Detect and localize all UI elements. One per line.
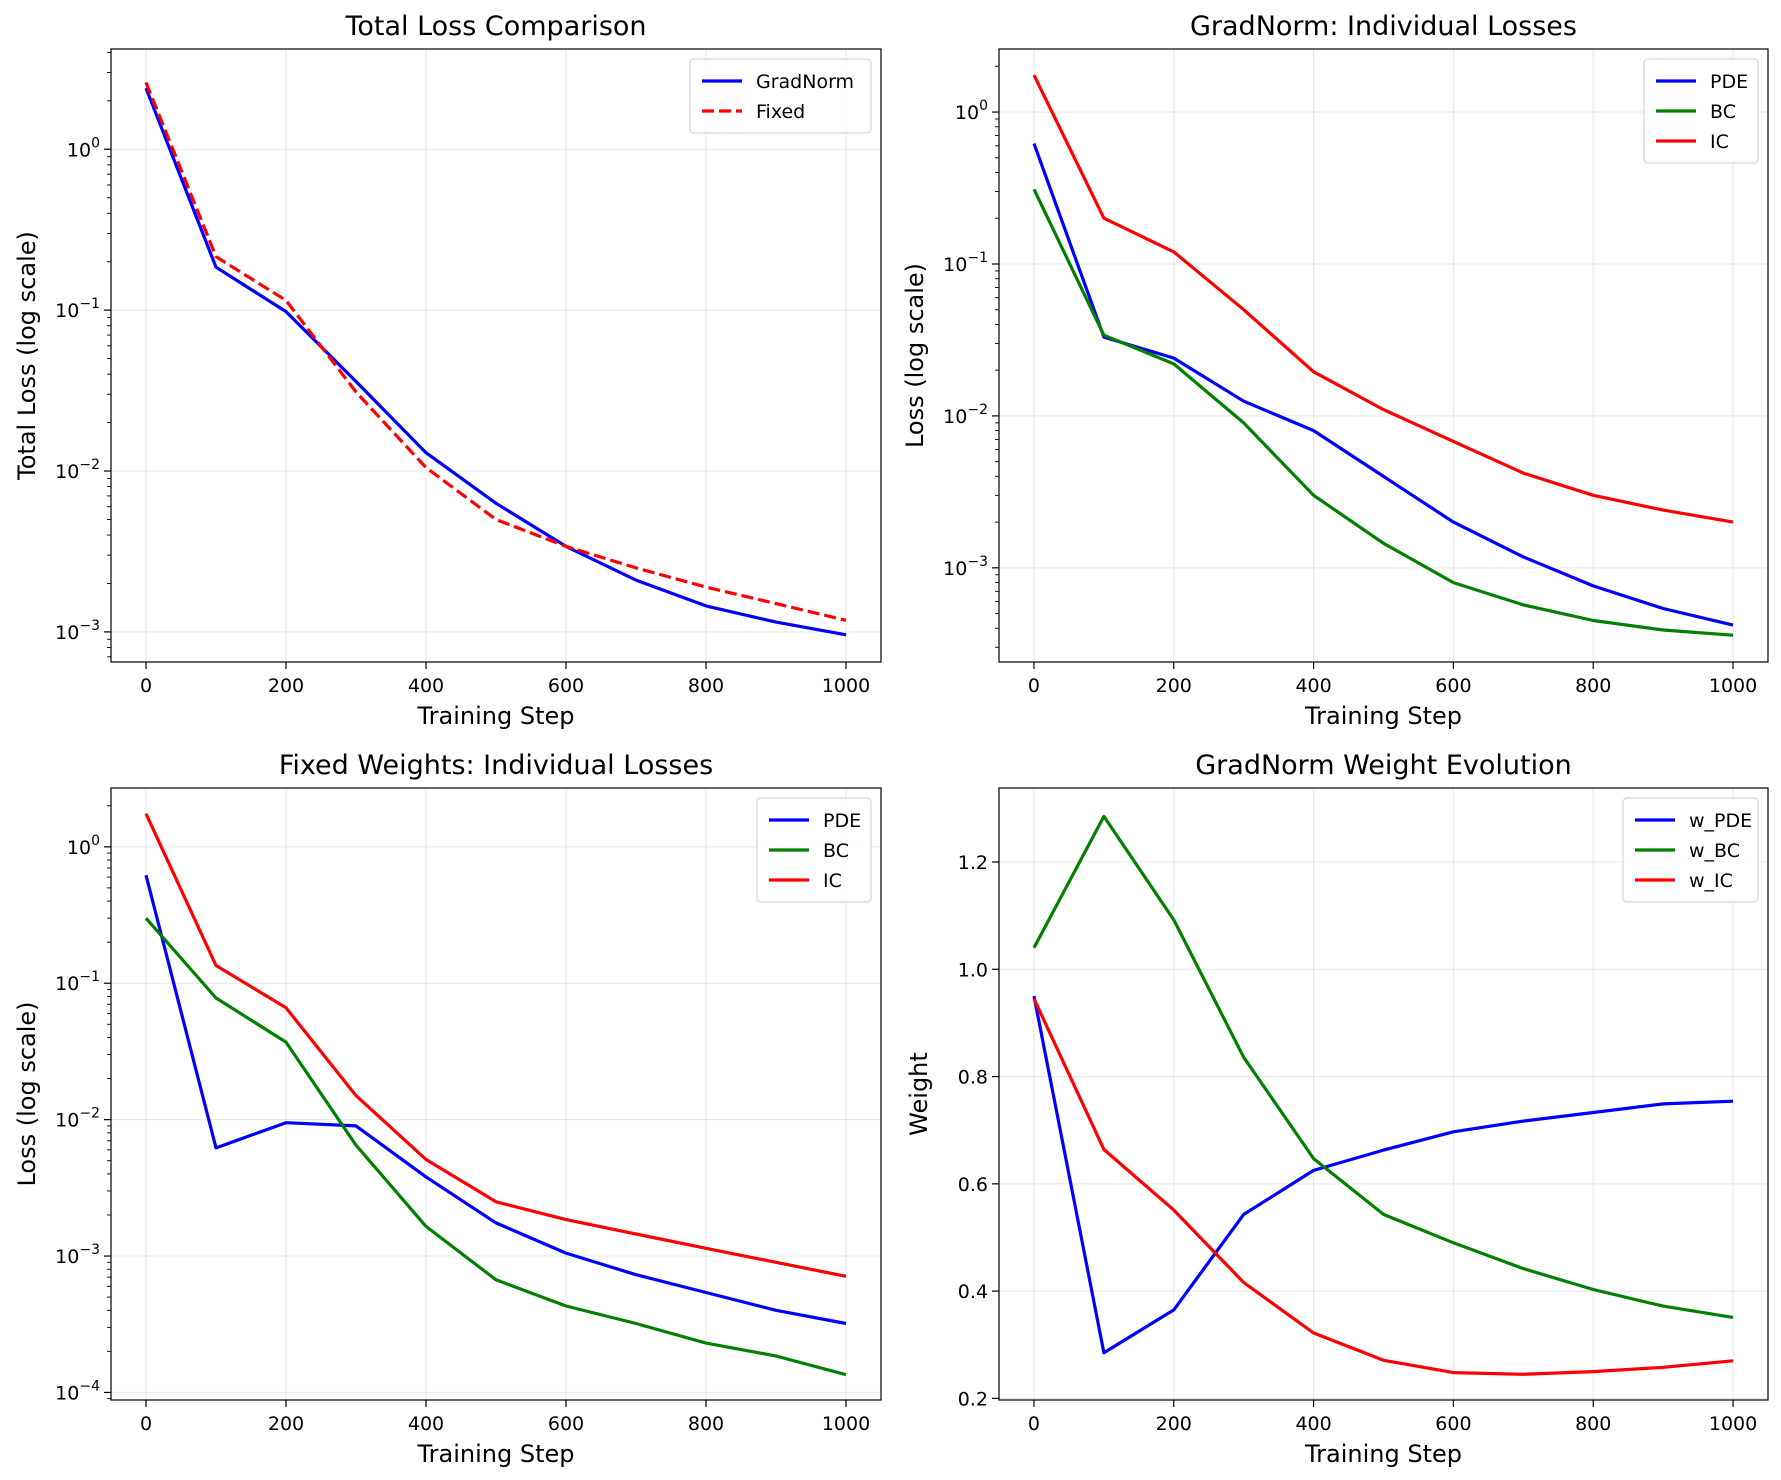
- legend-box: [689, 58, 872, 134]
- y-axis-label: Loss (log scale): [901, 263, 929, 448]
- axes-frame: [110, 48, 882, 663]
- series-line-gradnorm: [144, 87, 847, 637]
- x-tick-label: 1000: [822, 1413, 870, 1435]
- y-tick-label: 10−2: [943, 402, 988, 428]
- legend-entry-w_pde: w_PDE: [1689, 810, 1752, 832]
- series-line-fixed: [144, 81, 847, 622]
- chart-title: Total Loss Comparison: [344, 11, 646, 42]
- x-tick-label: 200: [1156, 675, 1192, 697]
- legend-entry-ic: IC: [1710, 131, 1729, 153]
- series-line-ic: [144, 813, 847, 1278]
- x-tick-label: 800: [1575, 1413, 1611, 1435]
- series-line-bc: [1032, 188, 1734, 637]
- chart-panel-4: 0 200 400 600 800 1000 0.2 0.4 0.6 0.8 1.0 1.2 GradN…: [905, 750, 1769, 1468]
- y-axis-label: Weight: [905, 1052, 933, 1136]
- x-tick-label: 1000: [822, 675, 870, 697]
- x-tick-label: 600: [548, 675, 584, 697]
- x-tick-label: 800: [688, 1413, 724, 1435]
- x-tick-label: 200: [1156, 1413, 1192, 1435]
- x-tick-label: 1000: [1709, 1413, 1757, 1435]
- legend-entry-pde: PDE: [1710, 71, 1748, 93]
- x-tick-label: 200: [268, 675, 304, 697]
- x-tick-label: 600: [1435, 675, 1471, 697]
- y-tick-label: 10−4: [55, 1378, 100, 1404]
- y-tick-label: 100: [955, 98, 988, 124]
- y-tick-label: 10−3: [943, 554, 988, 580]
- x-tick-label: 600: [1435, 1413, 1471, 1435]
- y-tick-label: 100: [67, 833, 100, 859]
- x-tick-label: 200: [268, 1413, 304, 1435]
- legend: PDE BC IC: [1643, 58, 1759, 164]
- x-axis-label: Training Step: [417, 702, 575, 730]
- chart-title: GradNorm: Individual Losses: [1190, 11, 1577, 42]
- y-tick-label: 100: [67, 135, 100, 161]
- x-tick-label: 0: [1028, 675, 1040, 697]
- y-tick-label: 10−3: [55, 618, 100, 644]
- y-tick-label: 0.4: [958, 1281, 988, 1303]
- legend-entry-gradnorm: GradNorm: [756, 71, 854, 93]
- y-tick-label: 10−2: [55, 457, 100, 483]
- y-axis-label: Total Loss (log scale): [13, 231, 41, 481]
- legend-entry-w_bc: w_BC: [1689, 840, 1740, 862]
- legend: PDE BC IC: [756, 797, 872, 903]
- y-tick-label: 10−3: [55, 1242, 100, 1268]
- axes-frame: [998, 48, 1769, 663]
- y-tick-label: 0.8: [958, 1067, 988, 1089]
- legend-entry-ic: IC: [823, 870, 842, 892]
- chart-panel-3: 0 200 400 600 800 1000 10−4 10−3 10−2 10−1 100 Fixe…: [13, 750, 882, 1468]
- x-tick-label: 0: [140, 675, 152, 697]
- x-tick-label: 1000: [1709, 675, 1757, 697]
- y-tick-label: 0.2: [958, 1388, 988, 1410]
- y-tick-label: 1.2: [958, 852, 988, 874]
- series-line-pde: [144, 874, 847, 1326]
- legend-box: [1622, 797, 1759, 903]
- series-line-bc: [144, 917, 847, 1377]
- x-tick-label: 0: [1028, 1413, 1040, 1435]
- chart-title: GradNorm Weight Evolution: [1195, 750, 1571, 781]
- series-line-w_pde: [1032, 995, 1734, 1355]
- x-tick-label: 800: [1575, 675, 1611, 697]
- axes-frame: [110, 787, 882, 1401]
- legend-box: [1643, 58, 1759, 164]
- x-tick-label: 400: [1295, 1413, 1331, 1435]
- axes-frame: [998, 787, 1769, 1401]
- legend-entry-bc: BC: [1710, 101, 1736, 123]
- y-tick-label: 10−1: [55, 969, 100, 995]
- legend: w_PDE w_BC w_IC: [1622, 797, 1759, 903]
- y-tick-label: 0.6: [958, 1174, 988, 1196]
- x-axis-label: Training Step: [417, 1440, 575, 1468]
- x-axis-label: Training Step: [1304, 702, 1462, 730]
- y-tick-label: 10−1: [943, 250, 988, 276]
- y-tick-label: 10−2: [55, 1106, 100, 1132]
- chart-panel-2: 0 200 400 600 800 1000 10−3 10−2 10−1 100 GradNorm…: [901, 11, 1769, 730]
- series-line-pde: [1032, 143, 1734, 627]
- legend-entry-bc: BC: [823, 840, 849, 862]
- legend: GradNorm Fixed: [689, 58, 872, 134]
- x-tick-label: 800: [688, 675, 724, 697]
- x-axis-label: Training Step: [1304, 1440, 1462, 1468]
- y-tick-label: 1.0: [958, 959, 988, 981]
- legend-entry-w_ic: w_IC: [1689, 870, 1733, 892]
- x-tick-label: 400: [408, 675, 444, 697]
- x-tick-label: 0: [140, 1413, 152, 1435]
- y-axis-label: Loss (log scale): [13, 1001, 41, 1186]
- chart-title: Fixed Weights: Individual Losses: [279, 750, 713, 781]
- x-tick-label: 600: [548, 1413, 584, 1435]
- series-line-w_bc: [1032, 814, 1734, 1319]
- series-line-ic: [1032, 74, 1734, 524]
- y-tick-label: 10−1: [55, 296, 100, 322]
- x-tick-label: 400: [1295, 675, 1331, 697]
- chart-panel-1: 0 200 400 600 800 1000 10−3 10−2 10−1 100 Total Lo…: [13, 11, 882, 730]
- legend-box: [756, 797, 872, 903]
- legend-entry-fixed: Fixed: [756, 101, 805, 123]
- legend-entry-pde: PDE: [823, 810, 861, 832]
- series-line-w_ic: [1032, 998, 1734, 1376]
- x-tick-label: 400: [408, 1413, 444, 1435]
